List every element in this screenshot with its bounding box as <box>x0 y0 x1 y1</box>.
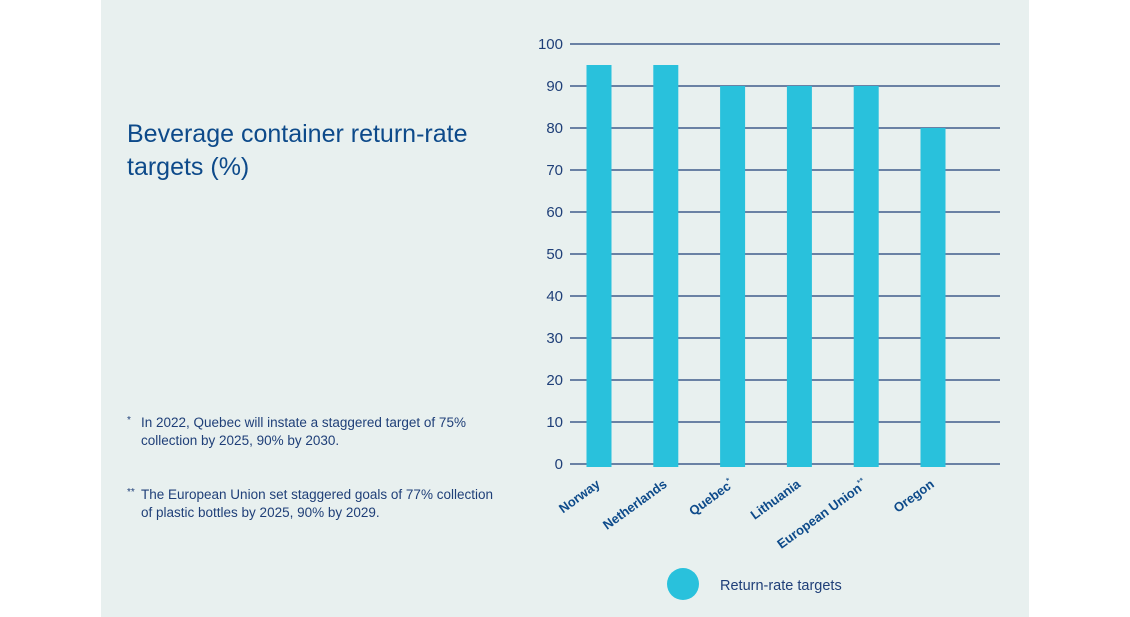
y-tick-label: 60 <box>546 204 563 221</box>
bar <box>786 86 812 467</box>
x-tick-label: Oregon <box>891 476 937 515</box>
y-tick-label: 50 <box>546 246 563 263</box>
y-tick-label: 70 <box>546 162 563 179</box>
y-axis-ticks: 0 10 20 30 40 50 60 70 80 90 100 <box>538 36 563 473</box>
legend-label: Return-rate targets <box>720 578 842 594</box>
chart-title: Beverage container return-rate targets (… <box>127 120 468 181</box>
y-tick-label: 80 <box>546 120 563 137</box>
y-tick-label: 10 <box>546 414 563 431</box>
bar <box>586 65 612 467</box>
y-tick-label: 40 <box>546 288 563 305</box>
legend-swatch <box>667 568 699 600</box>
x-tick-label: Lithuania <box>748 476 804 523</box>
footnote-text: In 2022, Quebec will instate a staggered… <box>141 415 466 448</box>
y-tick-label: 0 <box>555 456 563 473</box>
footnote-eu: ** The European Union set staggered goal… <box>127 486 507 522</box>
footnote-mark: ** <box>127 487 135 498</box>
y-tick-label: 20 <box>546 372 563 389</box>
bar <box>720 86 746 467</box>
x-tick-label: Quebec* <box>686 475 737 518</box>
bar <box>920 128 946 467</box>
footnote-text: The European Union set staggered goals o… <box>141 487 493 520</box>
footnote-mark: * <box>127 415 131 426</box>
bar <box>653 65 679 467</box>
y-tick-label: 30 <box>546 330 563 347</box>
legend: Return-rate targets <box>667 568 842 600</box>
bars <box>586 65 946 467</box>
bar <box>853 86 879 467</box>
y-tick-label: 100 <box>538 36 563 53</box>
x-tick-label: Netherlands <box>600 476 670 532</box>
x-tick-label: Norway <box>556 476 603 516</box>
footnote-quebec: * In 2022, Quebec will instate a stagger… <box>127 414 507 450</box>
y-tick-label: 90 <box>546 78 563 95</box>
